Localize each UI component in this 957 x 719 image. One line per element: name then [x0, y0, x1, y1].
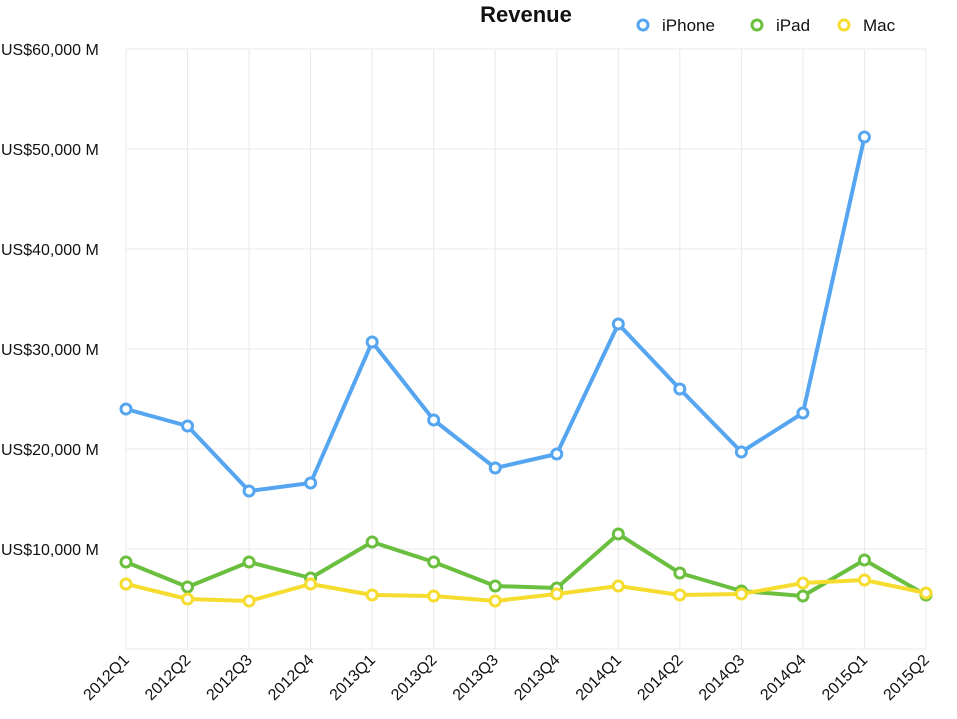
grid [125, 48, 927, 650]
data-point[interactable] [550, 447, 564, 461]
data-point[interactable] [181, 592, 195, 606]
data-point[interactable] [119, 402, 133, 416]
data-point[interactable] [673, 382, 687, 396]
data-point[interactable] [488, 579, 502, 593]
legend-label: Mac [863, 16, 896, 35]
data-point[interactable] [796, 576, 810, 590]
x-tick-label: 2012Q2 [142, 652, 194, 704]
series-line [125, 532, 927, 598]
data-point[interactable] [242, 594, 256, 608]
data-point[interactable] [488, 461, 502, 475]
data-point[interactable] [796, 406, 810, 420]
data-point[interactable] [734, 587, 748, 601]
data-point[interactable] [242, 555, 256, 569]
y-tick-label: US$10,000 M [1, 542, 99, 559]
series-line [125, 578, 927, 603]
y-tick-label: US$50,000 M [1, 142, 99, 159]
y-tick-label: US$60,000 M [1, 42, 99, 59]
series-iphone [119, 130, 871, 498]
x-axis-ticks: 2012Q1 2012Q2 2012Q3 2012Q4 2013Q1 2013Q2 2013… [81, 652, 933, 704]
legend-item-mac[interactable]: Mac [837, 16, 896, 35]
data-point[interactable] [427, 555, 441, 569]
legend-marker [750, 18, 764, 32]
y-tick-label: US$30,000 M [1, 342, 99, 359]
x-tick-label: 2012Q4 [265, 652, 317, 704]
x-tick-label: 2014Q4 [757, 652, 809, 704]
data-point[interactable] [611, 527, 625, 541]
data-point[interactable] [181, 580, 195, 594]
x-tick-label: 2014Q2 [634, 652, 686, 704]
data-point[interactable] [119, 577, 133, 591]
y-tick-label: US$40,000 M [1, 242, 99, 259]
data-point[interactable] [673, 566, 687, 580]
data-point[interactable] [427, 413, 441, 427]
x-tick-label: 2013Q1 [327, 652, 379, 704]
x-tick-label: 2015Q1 [819, 652, 871, 704]
data-point[interactable] [304, 476, 318, 490]
x-tick-label: 2013Q3 [450, 652, 502, 704]
y-axis-ticks: US$10,000 M US$20,000 M US$30,000 M US$40,0… [1, 42, 99, 559]
data-point[interactable] [242, 484, 256, 498]
data-point[interactable] [857, 573, 871, 587]
data-point[interactable] [611, 317, 625, 331]
x-tick-label: 2013Q2 [388, 652, 440, 704]
legend: iPhone iPad Mac [636, 16, 896, 35]
data-point[interactable] [427, 589, 441, 603]
data-point[interactable] [304, 577, 318, 591]
data-point[interactable] [365, 335, 379, 349]
y-tick-label: US$20,000 M [1, 442, 99, 459]
legend-marker [636, 18, 650, 32]
legend-label: iPad [776, 16, 810, 35]
data-point[interactable] [488, 594, 502, 608]
x-tick-label: 2014Q1 [573, 652, 625, 704]
data-point[interactable] [119, 555, 133, 569]
data-point[interactable] [611, 579, 625, 593]
data-point[interactable] [365, 535, 379, 549]
legend-label: iPhone [662, 16, 715, 35]
data-point[interactable] [796, 589, 810, 603]
data-point[interactable] [365, 588, 379, 602]
legend-item-iphone[interactable]: iPhone [636, 16, 715, 35]
data-point[interactable] [734, 445, 748, 459]
legend-item-ipad[interactable]: iPad [750, 16, 810, 35]
x-tick-label: 2012Q1 [81, 652, 133, 704]
chart-title: Revenue [480, 2, 572, 27]
x-tick-label: 2014Q3 [696, 652, 748, 704]
series-group [119, 130, 933, 608]
x-tick-label: 2015Q2 [881, 652, 933, 704]
data-point[interactable] [919, 586, 933, 600]
series-ipad [119, 527, 933, 603]
data-point[interactable] [181, 419, 195, 433]
data-point[interactable] [550, 587, 564, 601]
legend-marker [837, 18, 851, 32]
data-point[interactable] [857, 130, 871, 144]
series-mac [119, 573, 933, 608]
x-tick-label: 2013Q4 [511, 652, 563, 704]
data-point[interactable] [673, 588, 687, 602]
x-tick-label: 2012Q3 [204, 652, 256, 704]
data-point[interactable] [857, 553, 871, 567]
